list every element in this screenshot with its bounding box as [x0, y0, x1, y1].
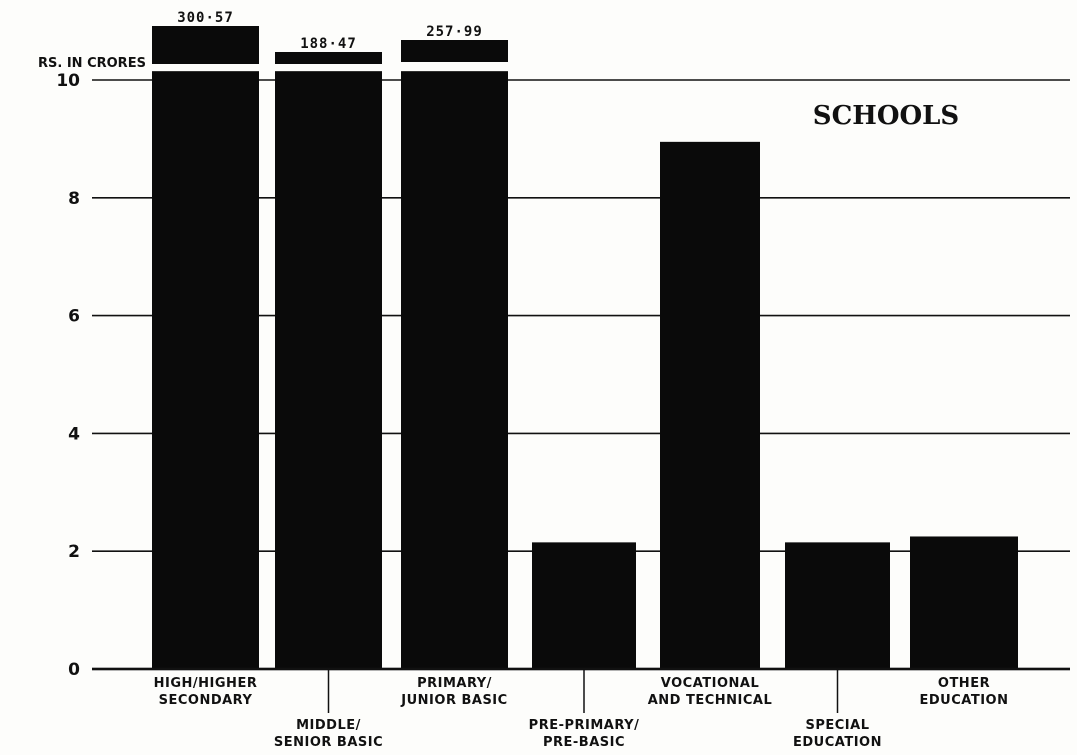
category-label-5-line-0: SPECIAL: [806, 718, 870, 733]
category-label-3-line-0: PRE-PRIMARY/: [529, 718, 640, 733]
bar-2: [401, 71, 508, 670]
y-tick-label-6: 6: [68, 307, 80, 327]
category-label-4-line-0: VOCATIONAL: [661, 676, 759, 691]
bar-5: [785, 542, 890, 669]
bar-4: [660, 141, 760, 670]
axes: [92, 667, 1070, 713]
category-label-6-line-1: EDUCATION: [920, 693, 1009, 708]
category-label-1-line-0: MIDDLE/: [296, 718, 361, 733]
category-label-0-line-1: SECONDARY: [159, 693, 253, 708]
bar-3: [532, 542, 636, 669]
bar-value-label-2: 257·99: [426, 24, 483, 40]
chart-title: SCHOOLS: [813, 101, 959, 131]
bar-6: [910, 536, 1018, 669]
y-tick-label-8: 8: [68, 189, 80, 209]
category-label-6-line-0: OTHER: [938, 676, 990, 691]
category-label-3-line-1: PRE-BASIC: [543, 735, 625, 750]
bar-break-cap-2: [401, 40, 508, 62]
category-label-4-line-1: AND TECHNICAL: [648, 693, 773, 708]
bar-break-cap-0: [152, 26, 259, 64]
labels: 0 2 4 6 8 10 300·57 188·47 257·99 HIGH/HIGHER SECO…: [56, 10, 1008, 750]
y-tick-label-0: 0: [68, 660, 80, 680]
category-label-1-line-1: SENIOR BASIC: [274, 735, 383, 750]
bar-0: [152, 71, 259, 670]
bar-value-label-1: 188·47: [300, 36, 357, 52]
bars: [152, 26, 1018, 670]
y-tick-label-10: 10: [56, 71, 80, 91]
bar-break-cap-1: [275, 52, 382, 64]
category-label-0-line-0: HIGH/HIGHER: [154, 676, 258, 691]
y-tick-label-4: 4: [68, 424, 80, 444]
category-label-2-line-1: JUNIOR BASIC: [400, 693, 507, 708]
category-label-5-line-1: EDUCATION: [793, 735, 882, 750]
y-tick-label-2: 2: [68, 542, 80, 562]
bar-1: [275, 71, 382, 670]
category-label-2-line-0: PRIMARY/: [417, 676, 492, 691]
y-axis-unit-label: RS. IN CRORES: [38, 56, 146, 71]
bar-value-label-0: 300·57: [177, 10, 234, 26]
